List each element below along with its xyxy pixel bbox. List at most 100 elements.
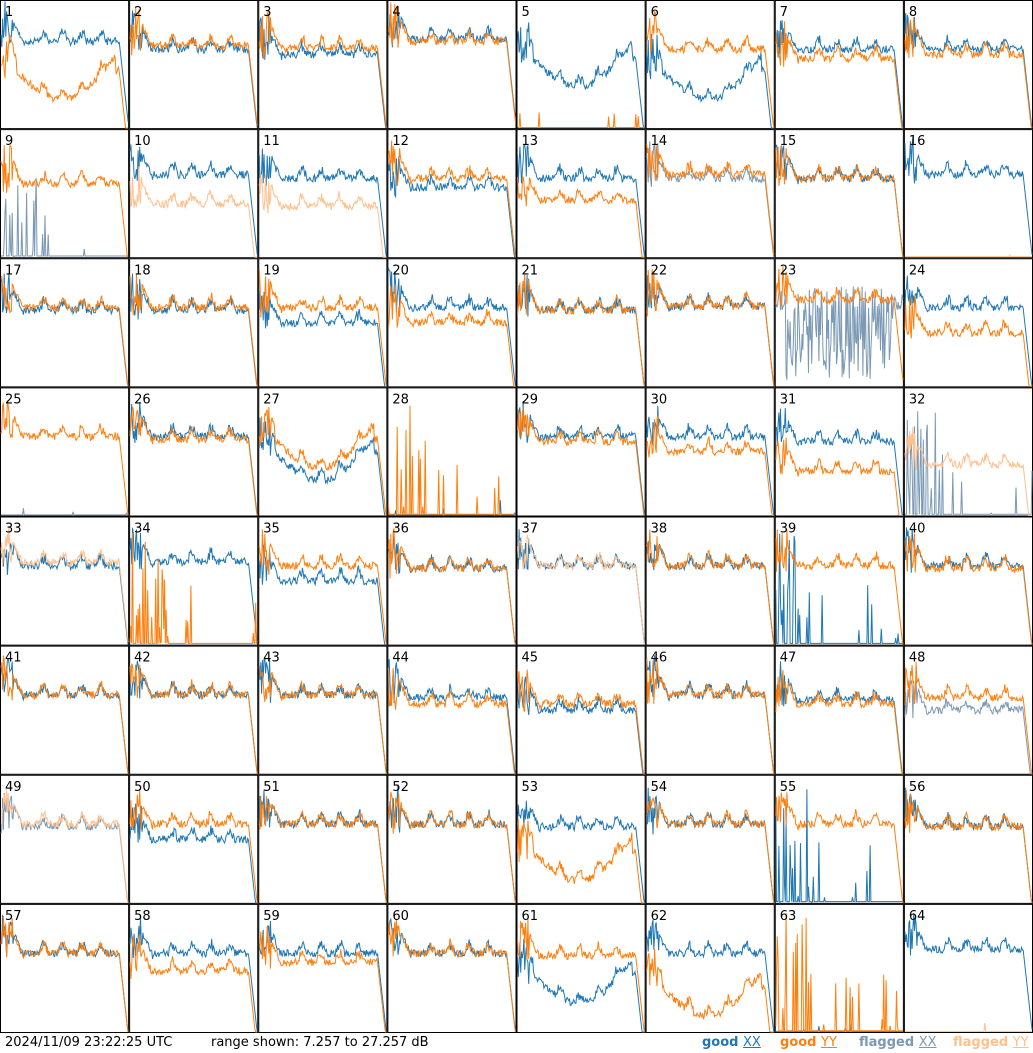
tile-number: 10 xyxy=(134,134,151,149)
tile-14-yy-line xyxy=(646,143,775,255)
tile-30: 30 xyxy=(645,387,775,517)
tile-34: 34 xyxy=(129,516,259,646)
tile-25-yy-line xyxy=(0,400,129,516)
tile-1: 1 xyxy=(0,0,130,130)
tile-9-yy-line xyxy=(0,145,129,258)
tile-45-yy-line xyxy=(517,667,645,775)
tile-frame xyxy=(516,387,646,517)
tile-16-yy-line xyxy=(904,254,1032,258)
tile-number: 27 xyxy=(263,392,280,407)
tile-number: 1 xyxy=(5,5,13,20)
tile-55-xx-line xyxy=(775,789,903,904)
tile-frame xyxy=(645,129,775,259)
tile-frame xyxy=(258,129,388,259)
tile-number: 43 xyxy=(263,651,280,666)
tile-10-yy-line xyxy=(129,166,258,258)
tile-8: 8 xyxy=(903,0,1033,130)
tile-53-yy-line xyxy=(517,818,645,904)
tile-10-xx-line xyxy=(129,144,258,255)
tile-19-yy-line xyxy=(258,268,387,387)
tile-33-yy-line xyxy=(0,526,129,643)
tile-33-xx-line xyxy=(0,542,129,645)
tile-20-yy-line xyxy=(387,284,516,387)
tile-34-xx-line xyxy=(129,527,258,643)
tile-37: 37 xyxy=(516,516,646,646)
tile-13-yy-line xyxy=(517,176,645,258)
tile-3: 3 xyxy=(258,0,388,130)
tile-number: 35 xyxy=(263,522,280,537)
tile-57: 57 xyxy=(0,903,130,1033)
tile-number: 46 xyxy=(651,651,668,666)
tile-27: 27 xyxy=(258,387,388,517)
tile-frame xyxy=(516,516,646,646)
tile-48: 48 xyxy=(903,645,1033,775)
tile-29-yy-line xyxy=(517,406,645,516)
tile-32: 32 xyxy=(903,387,1033,517)
tile-number: 6 xyxy=(651,5,659,20)
footer: 2024/11/09 23:22:25 UTC range shown: 7.2… xyxy=(0,1033,1033,1053)
tile-number: 22 xyxy=(651,263,668,278)
tile-59-yy-line xyxy=(258,926,387,1033)
tile-frame xyxy=(129,387,259,517)
tile-53: 53 xyxy=(516,774,646,904)
tile-39: 39 xyxy=(774,516,904,646)
tile-5-yy-line xyxy=(517,112,645,128)
tile-number: 48 xyxy=(909,651,926,666)
tile-frame xyxy=(516,258,646,388)
tile-56: 56 xyxy=(903,774,1033,904)
tile-frame xyxy=(0,774,130,904)
tile-frame xyxy=(129,129,259,259)
tile-30-yy-line xyxy=(646,415,774,516)
tile-41-xx-line xyxy=(0,658,129,774)
tile-frame xyxy=(645,774,775,904)
tile-52-xx-line xyxy=(387,784,516,903)
tile-63: 63 xyxy=(774,903,904,1033)
tile-14: 14 xyxy=(645,129,775,259)
tile-number: 33 xyxy=(5,522,22,537)
tile-frame xyxy=(903,0,1033,130)
tile-number: 45 xyxy=(522,651,539,666)
tile-frame xyxy=(903,129,1033,259)
tile-63-yy-line xyxy=(775,912,903,1032)
tile-35: 35 xyxy=(258,516,388,646)
tile-frame xyxy=(0,129,130,259)
tile-48-xx-line xyxy=(904,679,1032,775)
tile-frame xyxy=(129,645,259,775)
tile-1-yy-line xyxy=(0,34,129,129)
tile-27-yy-line xyxy=(258,407,387,516)
tile-30-xx-line xyxy=(646,405,775,516)
tile-6-xx-line xyxy=(646,33,774,129)
tile-41: 41 xyxy=(0,645,130,775)
tile-26-xx-line xyxy=(129,402,258,516)
legend-flagged-yy-pol: YY xyxy=(1012,1035,1029,1050)
tile-56-yy-line xyxy=(904,790,1033,904)
tile-7-xx-line xyxy=(775,20,904,129)
tile-28: 28 xyxy=(387,387,517,517)
tile-frame xyxy=(0,516,130,646)
tile-frame xyxy=(0,903,130,1033)
tile-frame xyxy=(645,645,775,775)
tile-12-yy-line xyxy=(387,140,516,258)
tile-47-yy-line xyxy=(775,669,903,775)
tile-number: 25 xyxy=(5,392,22,407)
tile-23-xx-line xyxy=(775,286,904,380)
tile-frame xyxy=(516,129,646,259)
tile-number: 57 xyxy=(5,909,22,924)
tile-number: 9 xyxy=(5,134,13,149)
tile-7-yy-line xyxy=(775,21,903,129)
tile-59-xx-line xyxy=(258,920,387,1033)
tile-frame xyxy=(129,258,259,388)
tile-40: 40 xyxy=(903,516,1033,646)
tile-54: 54 xyxy=(645,774,775,904)
tile-64-yy-line xyxy=(904,1023,1032,1032)
tile-26-yy-line xyxy=(129,406,258,516)
tile-42-yy-line xyxy=(129,663,258,774)
tile-frame xyxy=(516,774,646,904)
tile-46-yy-line xyxy=(646,658,775,774)
tile-64: 64 xyxy=(903,903,1033,1033)
tile-46: 46 xyxy=(645,645,775,775)
tile-frame xyxy=(774,774,904,904)
tile-18: 18 xyxy=(129,258,259,388)
tile-11-xx-line xyxy=(258,148,387,258)
tile-number: 19 xyxy=(263,263,280,278)
